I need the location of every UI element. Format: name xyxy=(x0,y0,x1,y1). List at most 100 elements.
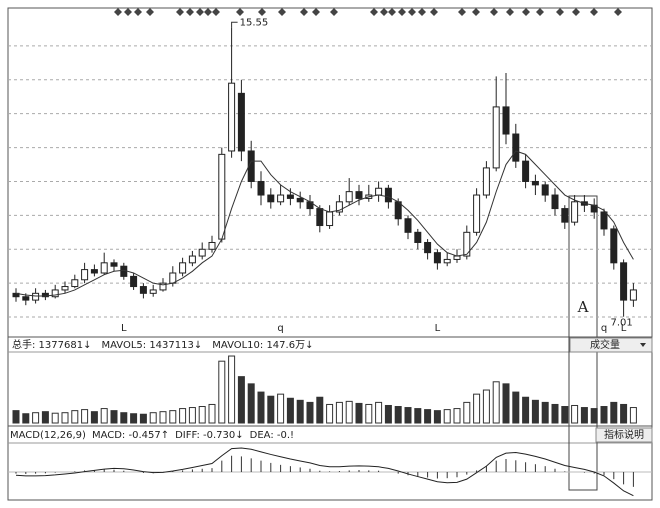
candle-body xyxy=(531,180,539,186)
candle-body xyxy=(414,231,422,243)
volume-bar xyxy=(492,381,500,424)
volume-bar xyxy=(208,403,216,424)
candle-body xyxy=(257,180,265,196)
dropdown-arrow xyxy=(640,343,646,347)
volume-bar xyxy=(296,399,304,424)
event-diamond xyxy=(398,8,406,16)
help-button[interactable] xyxy=(595,427,653,443)
candle-body xyxy=(335,201,343,213)
candle-body xyxy=(355,191,363,199)
button-label: 指标说明 xyxy=(604,428,644,441)
volume-bar xyxy=(228,355,236,424)
volume-bar xyxy=(71,410,79,424)
volume-bar xyxy=(335,401,343,424)
volume-bar xyxy=(541,401,549,424)
candle-body xyxy=(267,194,275,203)
candle-body xyxy=(443,258,451,264)
macd-info: MACD(12,26,9) xyxy=(10,430,86,441)
volume-bar xyxy=(198,406,206,424)
volume-bar xyxy=(620,403,628,424)
candle-body xyxy=(345,191,353,203)
candle-body xyxy=(512,133,520,162)
event-diamond xyxy=(590,8,598,16)
event-diamond xyxy=(312,8,320,16)
event-diamond xyxy=(536,8,544,16)
event-diamond xyxy=(388,8,396,16)
event-diamond xyxy=(196,8,204,16)
candle-body xyxy=(316,208,324,227)
candle-body xyxy=(326,211,334,227)
volume-bar xyxy=(257,391,265,424)
event-diamond xyxy=(614,8,622,16)
volume-bar xyxy=(130,413,138,424)
volume-bar xyxy=(404,407,412,424)
candle-body xyxy=(208,241,216,250)
candle-body xyxy=(198,248,206,257)
indicator-button[interactable] xyxy=(569,337,653,353)
volume-bar xyxy=(306,401,314,424)
volume-bar xyxy=(502,383,510,424)
event-diamond xyxy=(114,8,122,16)
annotation: A xyxy=(577,298,589,316)
event-diamond xyxy=(258,8,266,16)
pattern-marker: q xyxy=(277,323,283,334)
candle-body xyxy=(502,106,510,135)
candle-body xyxy=(561,208,569,223)
volume-bar xyxy=(424,409,432,424)
event-diamond xyxy=(506,8,514,16)
volume-info: MAVOL10: 147.6万↓ xyxy=(212,340,313,351)
candle-body xyxy=(159,282,167,291)
volume-bar xyxy=(218,360,226,424)
candle-body xyxy=(237,92,245,152)
volume-bar xyxy=(561,406,569,424)
event-diamond xyxy=(330,8,338,16)
pattern-marker: q xyxy=(601,323,607,334)
pattern-marker: L xyxy=(121,323,127,334)
volume-bar xyxy=(81,409,89,424)
event-diamond xyxy=(408,8,416,16)
volume-bar xyxy=(237,376,245,424)
candle-body xyxy=(286,194,294,199)
candle-body xyxy=(629,289,637,301)
volume-bar xyxy=(531,399,539,424)
macd-info: MACD: -0.457↑ xyxy=(92,430,169,441)
volume-bar xyxy=(375,401,383,424)
event-diamond xyxy=(204,8,212,16)
volume-bar xyxy=(179,408,187,424)
volume-bar xyxy=(286,397,294,424)
candle-body xyxy=(541,184,549,196)
candle-body xyxy=(610,228,618,264)
volume-bar xyxy=(443,409,451,424)
volume-bar xyxy=(629,407,637,424)
volume-bar xyxy=(473,393,481,424)
event-diamond xyxy=(176,8,184,16)
volume-bar xyxy=(590,408,598,424)
diff-line xyxy=(15,447,634,497)
candle-body xyxy=(296,197,304,203)
event-diamond xyxy=(186,8,194,16)
volume-bar xyxy=(169,410,177,424)
volume-bar xyxy=(61,412,69,424)
event-diamond xyxy=(572,8,580,16)
candle-body xyxy=(482,167,490,196)
price-label: 7.01 xyxy=(610,318,632,329)
event-diamond xyxy=(134,8,142,16)
volume-bar xyxy=(22,413,30,424)
volume-bar xyxy=(41,411,49,424)
volume-bar xyxy=(355,402,363,424)
volume-bar xyxy=(384,404,392,424)
event-diamond xyxy=(556,8,564,16)
event-diamond xyxy=(490,8,498,16)
candle-body xyxy=(277,194,285,203)
volume-bar xyxy=(277,393,285,424)
candle-body xyxy=(522,160,530,182)
volume-bar xyxy=(326,403,334,424)
volume-bar xyxy=(414,408,422,424)
volume-bar xyxy=(580,407,588,424)
macd-info: DIFF: -0.730↓ xyxy=(175,430,244,441)
event-diamond xyxy=(236,8,244,16)
volume-bar xyxy=(247,383,255,424)
event-diamond xyxy=(458,8,466,16)
volume-bar xyxy=(394,406,402,424)
